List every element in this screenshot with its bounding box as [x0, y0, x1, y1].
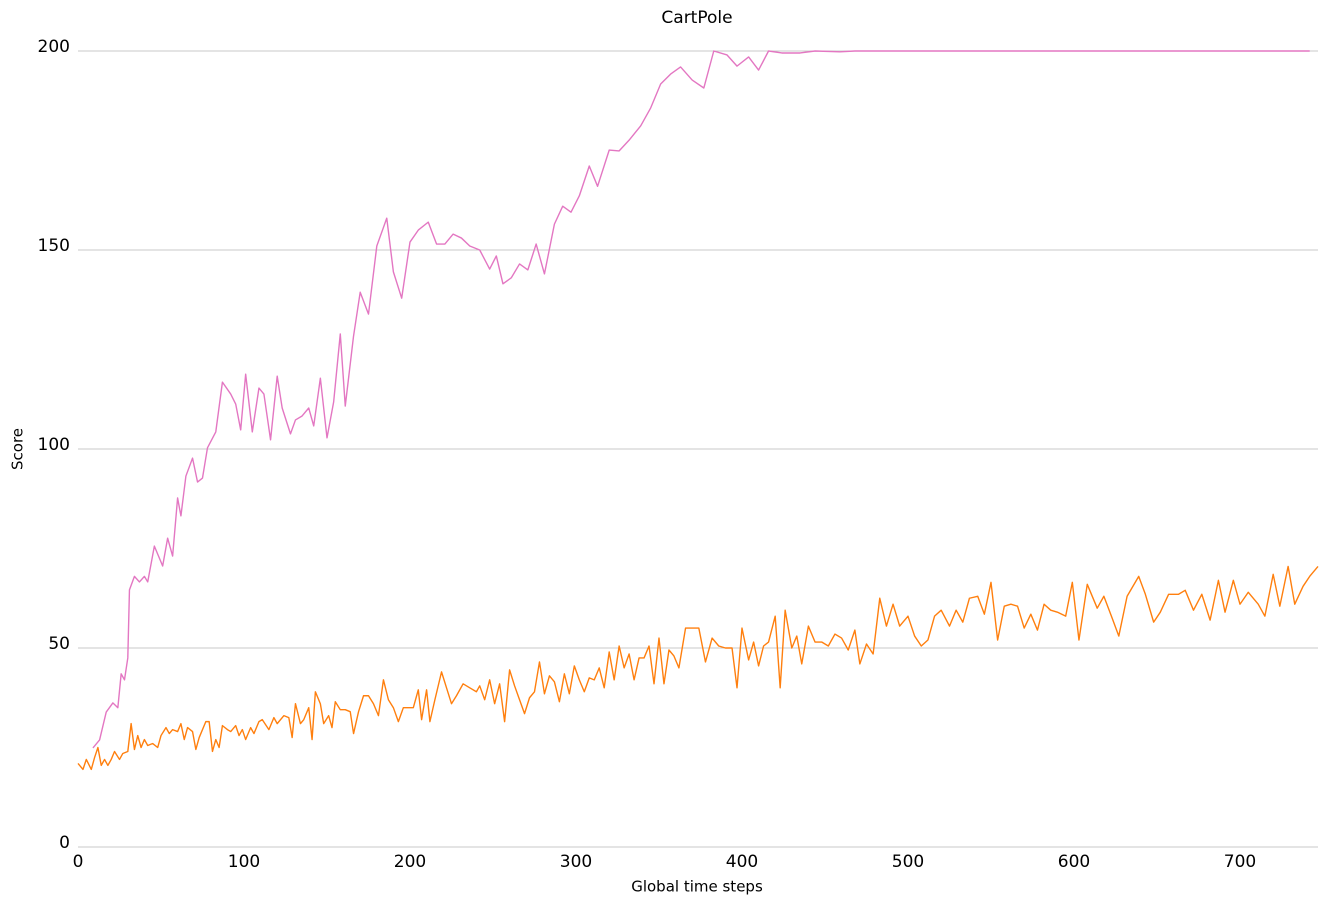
x-tick-label: 600 — [1058, 852, 1090, 872]
x-tick-label: 200 — [394, 852, 426, 872]
series-line — [77, 565, 1319, 771]
x-tick-label: 400 — [726, 852, 758, 872]
chart-title: CartPole — [661, 8, 732, 28]
x-tick-label: 0 — [73, 852, 84, 872]
x-tick-label: 100 — [228, 852, 260, 872]
y-tick-label: 0 — [59, 833, 70, 853]
y-tick-label: 200 — [38, 37, 70, 57]
y-axis-label: Score — [9, 428, 27, 470]
y-tick-label: 100 — [38, 435, 70, 455]
x-tick-label: 500 — [892, 852, 924, 872]
x-axis-label: Global time steps — [631, 878, 763, 896]
series-line — [92, 50, 1310, 749]
y-tick-label: 150 — [38, 236, 70, 256]
x-tick-label: 300 — [560, 852, 592, 872]
x-tick-label: 700 — [1224, 852, 1256, 872]
y-tick-label: 50 — [48, 634, 70, 654]
